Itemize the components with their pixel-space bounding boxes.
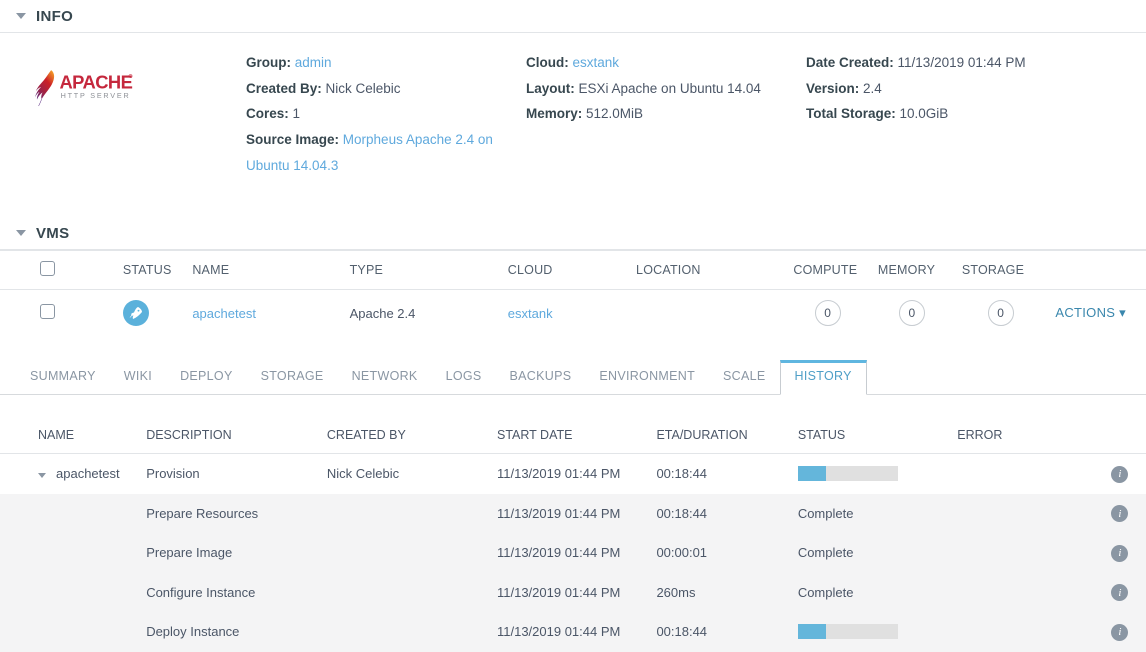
svg-text:APACHE: APACHE [59,72,132,93]
svg-text:®: ® [129,73,133,80]
svg-text:HTTP SERVER: HTTP SERVER [61,91,131,100]
